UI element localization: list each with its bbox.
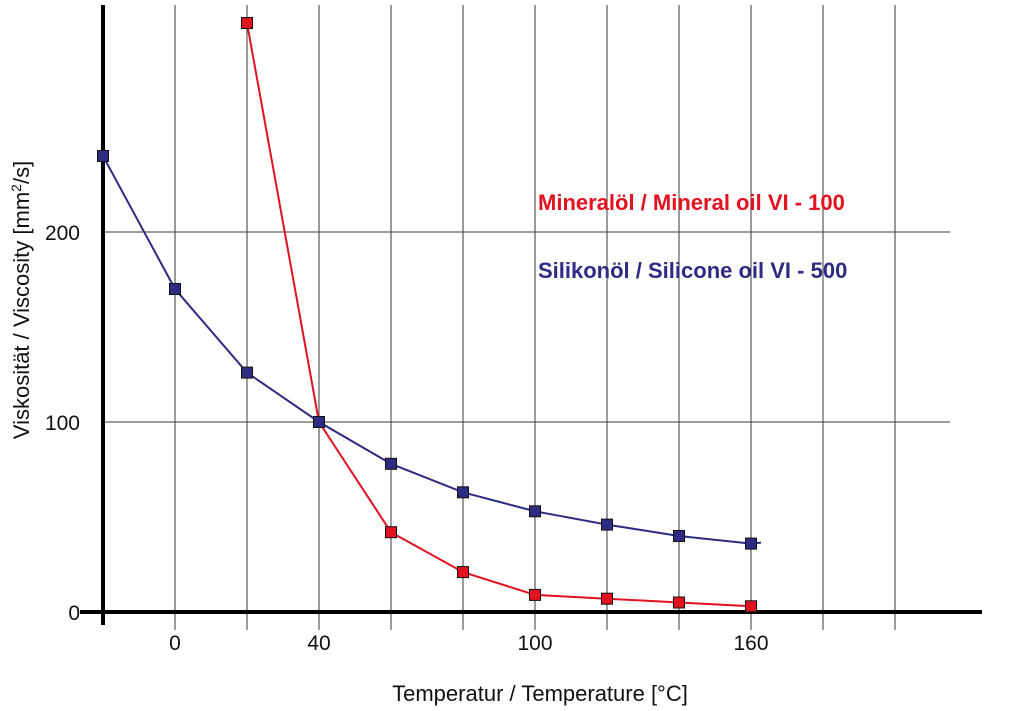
data-point-marker — [673, 530, 685, 542]
data-point-marker — [241, 17, 253, 29]
data-point-marker — [241, 366, 253, 379]
data-point-marker — [601, 592, 613, 605]
y-tick-label: 0 — [68, 602, 80, 625]
grid-lines — [103, 5, 950, 630]
y-axis-title-superscript: 2 — [8, 184, 24, 192]
x-axis-title: Temperatur / Temperature [°C] — [392, 681, 688, 706]
axes — [80, 5, 982, 625]
data-point-marker — [673, 596, 685, 609]
x-tick-label: 160 — [733, 632, 768, 655]
legend-silicone-oil: Silikonöl / Silicone oil VI - 500 — [538, 258, 847, 283]
data-point-marker — [601, 518, 613, 531]
data-point-marker — [529, 588, 541, 601]
series-line — [102, 155, 752, 545]
x-tick-label: 40 — [307, 632, 330, 655]
data-point-marker — [385, 457, 397, 470]
data-point-marker — [385, 526, 397, 539]
data-point-marker — [529, 505, 541, 518]
data-point-marker — [745, 537, 757, 550]
y-axis-title: Viskosität / Viscosity [mm2/s] — [8, 161, 34, 439]
data-point-marker — [97, 150, 109, 162]
data-point-marker — [169, 283, 181, 295]
data-point-marker — [745, 600, 757, 613]
y-axis-title-end: /s] — [9, 161, 34, 184]
y-tick-labels: 0 100 200 — [45, 222, 80, 625]
data-point-marker — [313, 416, 325, 428]
series-1 — [241, 17, 757, 613]
series-line — [246, 22, 752, 608]
series-2 — [97, 150, 762, 550]
x-tick-label: 100 — [517, 632, 552, 655]
data-point-marker — [457, 566, 469, 579]
legend-mineral-oil: Mineralöl / Mineral oil VI - 100 — [538, 190, 845, 215]
y-tick-label: 100 — [45, 412, 80, 435]
x-tick-labels: 0 40 100 160 — [169, 632, 768, 655]
y-axis-title-main: Viskosität / Viscosity [mm — [9, 192, 34, 439]
y-tick-label: 200 — [45, 222, 80, 245]
x-tick-label: 0 — [169, 632, 181, 655]
data-point-marker — [457, 486, 469, 499]
series-layer — [97, 17, 762, 613]
